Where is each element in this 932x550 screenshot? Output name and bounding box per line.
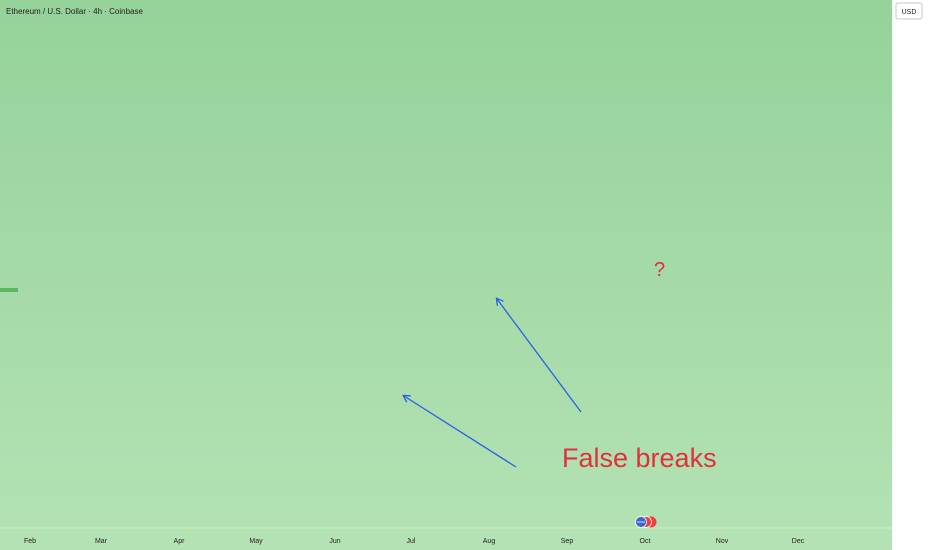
plot-background: [0, 0, 892, 550]
legacy-range-mark: [0, 288, 18, 292]
time-tick-label: Oct: [640, 538, 651, 545]
time-tick-label: Jun: [329, 538, 340, 545]
time-tick-label: Apr: [174, 538, 186, 545]
arrow-to-june-false-break: [404, 396, 517, 468]
question-mark: ?: [654, 259, 665, 281]
time-tick-label: Aug: [483, 538, 496, 545]
chart-title: Ethereum / U.S. Dollar · 4h · Coinbase: [6, 7, 143, 16]
false-break-arrows: [404, 299, 582, 468]
time-tick-label: Jul: [407, 538, 416, 545]
currency-button[interactable]: USD: [895, 2, 923, 20]
time-tick-label: Nov: [716, 538, 729, 545]
time-tick-label: Dec: [792, 538, 805, 545]
arrow-to-august-false-break: [497, 299, 582, 413]
time-tick-label: May: [249, 538, 263, 545]
false-breaks-annotation: False breaks: [562, 443, 717, 473]
price-axis-background: [892, 0, 932, 550]
chart-header: Ethereum / U.S. Dollar · 4h · Coinbase: [6, 7, 143, 16]
events-icon[interactable]: [635, 516, 657, 528]
time-axis: Feb Mar Apr May Jun Jul Aug Sep Oct Nov Dec: [24, 538, 805, 545]
time-tick-label: Mar: [95, 538, 108, 545]
time-tick-label: Feb: [24, 538, 36, 545]
time-tick-label: Sep: [561, 538, 574, 545]
currency-label: USD: [902, 9, 917, 16]
